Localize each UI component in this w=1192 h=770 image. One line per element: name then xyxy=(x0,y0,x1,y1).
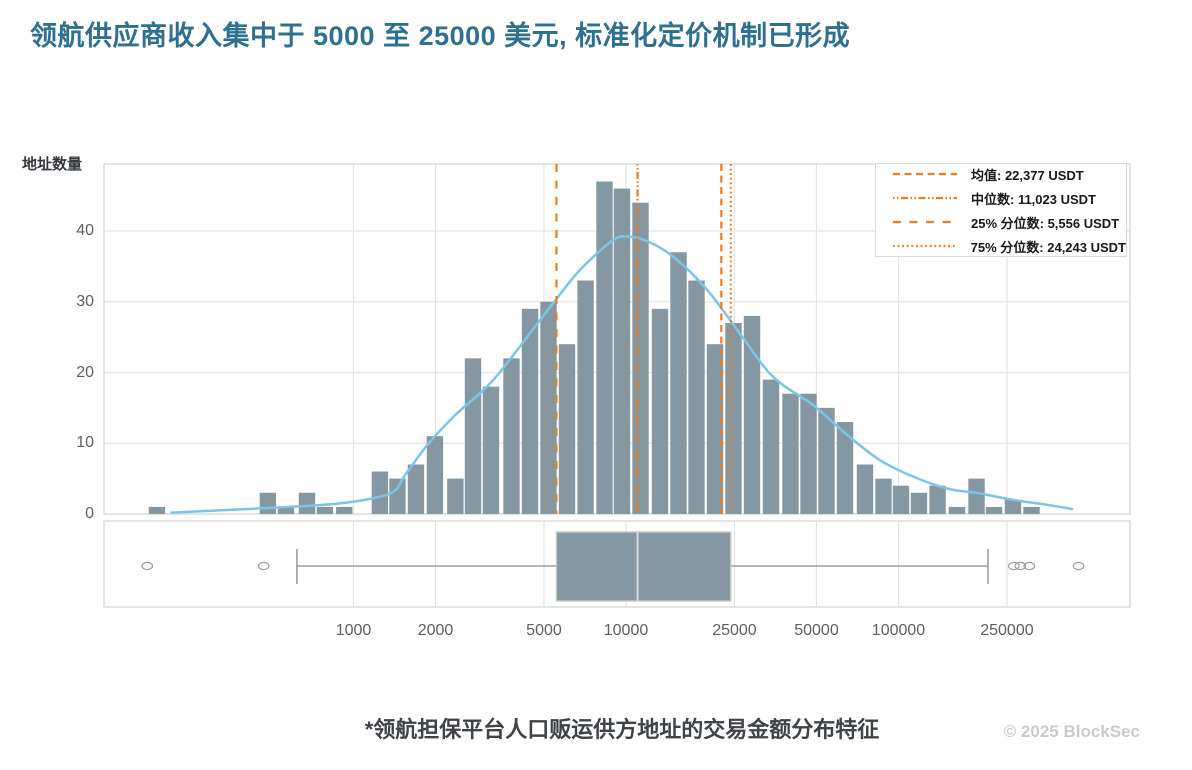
boxplot-outlier-point xyxy=(141,561,154,571)
histogram-bar xyxy=(613,188,631,515)
histogram-bar xyxy=(259,492,277,514)
y-axis-title: 地址数量 xyxy=(22,156,83,173)
histogram-bar xyxy=(371,471,389,514)
footnote: *领航担保平台人口贩运供方地址的交易金额分布特征 xyxy=(364,717,880,742)
histogram-bar xyxy=(447,478,464,514)
histogram-bar xyxy=(782,393,799,514)
histogram-bar xyxy=(910,492,928,514)
legend-label-q1: 25% 分位数: 5,556 USDT xyxy=(971,215,1120,231)
histogram-bar xyxy=(836,422,854,514)
histogram-bar xyxy=(800,393,817,514)
y-tick-label: 30 xyxy=(76,292,94,310)
legend: 均值: 22,377 USDT 中位数: 11,023 USDT 25% 分位数: … xyxy=(875,163,1127,257)
boxplot-outlier-point xyxy=(1023,561,1036,571)
legend-label-q3: 75% 分位数: 24,243 USDT xyxy=(970,239,1126,255)
histogram-bar xyxy=(688,280,705,514)
histogram-bar xyxy=(577,280,594,514)
y-tick-label: 40 xyxy=(76,222,94,239)
histogram-bar xyxy=(558,344,576,514)
histogram-bar xyxy=(968,478,985,514)
histogram-bar xyxy=(482,386,500,514)
x-tick-label: 250000 xyxy=(980,622,1034,639)
legend-item-mean: 均值: 22,377 USDT xyxy=(892,165,1126,184)
histogram-bar xyxy=(762,379,780,514)
histogram-bar xyxy=(1004,499,1022,514)
histogram-bar xyxy=(298,492,316,514)
histogram-bar xyxy=(1023,506,1040,514)
histogram-bar xyxy=(706,344,724,514)
boxplot-outlier-point xyxy=(1072,561,1085,571)
x-tick-label: 25000 xyxy=(712,622,757,639)
histogram-bar xyxy=(503,358,520,514)
histogram-bar xyxy=(948,506,966,514)
boxplot-panel-border xyxy=(103,520,1131,608)
histogram-bar xyxy=(148,506,166,514)
histogram-bar xyxy=(464,358,482,514)
boxplot-outlier-point xyxy=(1007,561,1020,571)
histogram-bar xyxy=(985,506,1003,514)
x-tick-label: 1000 xyxy=(335,622,372,639)
histogram-bar xyxy=(407,464,425,514)
x-tick-label: 100000 xyxy=(871,622,926,639)
histogram-bar xyxy=(316,506,334,514)
x-tick-label: 5000 xyxy=(526,622,562,639)
y-tick-label: 10 xyxy=(76,434,94,452)
legend-line-swatch-median xyxy=(893,196,957,200)
kde-curve xyxy=(170,235,1074,514)
copyright: © 2025 BlockSec xyxy=(1003,722,1140,741)
histogram-bar xyxy=(277,506,295,514)
histogram-bar xyxy=(818,407,835,514)
legend-label-mean: 均值: 22,377 USDT xyxy=(971,167,1084,183)
y-tick-label: 20 xyxy=(76,363,94,381)
histogram-bar xyxy=(651,308,669,514)
boxplot-box xyxy=(555,531,732,602)
legend-line-swatch-mean xyxy=(893,172,957,176)
legend-item-q1: 25% 分位数: 5,556 USDT xyxy=(892,213,1126,232)
boxplot-outlier-point xyxy=(257,561,270,571)
x-tick-label: 2000 xyxy=(417,622,454,639)
histogram-bar xyxy=(389,478,406,514)
histogram-bar xyxy=(725,322,742,514)
histogram-bar xyxy=(596,181,613,514)
histogram-bar xyxy=(743,315,761,514)
histogram-bar xyxy=(856,464,874,514)
legend-line-swatch-q3 xyxy=(893,244,957,248)
histogram-bar xyxy=(632,202,649,514)
histogram-bar xyxy=(426,436,444,514)
legend-item-q3: 75% 分位数: 24,243 USDT xyxy=(892,237,1126,256)
histogram-bar xyxy=(521,308,539,514)
legend-item-median: 中位数: 11,023 USDT xyxy=(892,189,1126,208)
histogram-bar xyxy=(875,478,892,514)
legend-label-median: 中位数: 11,023 USDT xyxy=(971,191,1096,207)
legend-line-swatch-q1 xyxy=(893,220,957,224)
y-tick-label: 0 xyxy=(85,505,94,522)
histogram-bar xyxy=(929,485,946,514)
x-tick-label: 10000 xyxy=(603,622,649,639)
histogram-bar xyxy=(892,485,910,514)
x-tick-label: 50000 xyxy=(794,622,839,639)
histogram-bar xyxy=(540,301,557,514)
boxplot-outlier-point xyxy=(1014,561,1027,571)
histogram-bar xyxy=(336,506,353,514)
chart-title: 领航供应商收入集中于 5000 至 25000 美元, 标准化定价机制已形成 xyxy=(30,21,851,51)
histogram-bar xyxy=(670,252,687,514)
